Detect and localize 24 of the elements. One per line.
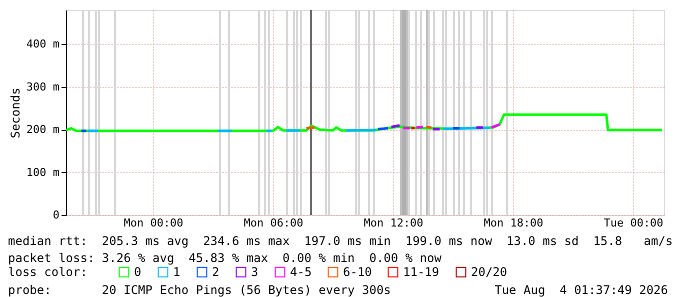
y-tick-label: 0 (52, 208, 60, 222)
legend-title: loss color: (8, 265, 88, 279)
y-tick-label: 100 m (26, 166, 60, 179)
y-tick-label: 300 m (26, 80, 60, 94)
y-axis-title: Seconds (8, 88, 22, 138)
x-tick-label: Mon 00:00 (124, 216, 184, 230)
x-tick-label: Mon 18:00 (484, 216, 544, 230)
legend-label: 6-10 (343, 265, 372, 280)
y-tick-label: 200 m (26, 123, 60, 136)
text: median rtt: 205.3 ms avg 234.6 ms max 197.0 ms min 199.0 ms now 13.0 ms sd 15.8 am/s (8, 234, 673, 248)
legend-label: 2 (212, 265, 220, 280)
legend-label: 0 (134, 265, 142, 280)
legend-label: 3 (251, 265, 258, 280)
text: probe: 20 ICMP Echo Pings (56 Bytes) every 300s (8, 283, 391, 297)
legend-label: 4-5 (290, 265, 312, 280)
y-tick-label: 400 m (26, 38, 60, 51)
legend-label: 1 (173, 265, 180, 280)
x-tick-label: Mon 12:00 (364, 216, 424, 230)
legend-label: 11-19 (403, 265, 440, 280)
x-tick-label: Mon 06:00 (244, 216, 304, 230)
legend-label: 20/20 (471, 265, 508, 280)
x-tick-label: Tue 00:00 (604, 216, 664, 230)
text: packet loss: 3.26 % avg 45.83 % max 0.00 % min 0.00 % now (8, 251, 442, 265)
text: Tue Aug 4 01:37:49 2026 (494, 283, 668, 297)
